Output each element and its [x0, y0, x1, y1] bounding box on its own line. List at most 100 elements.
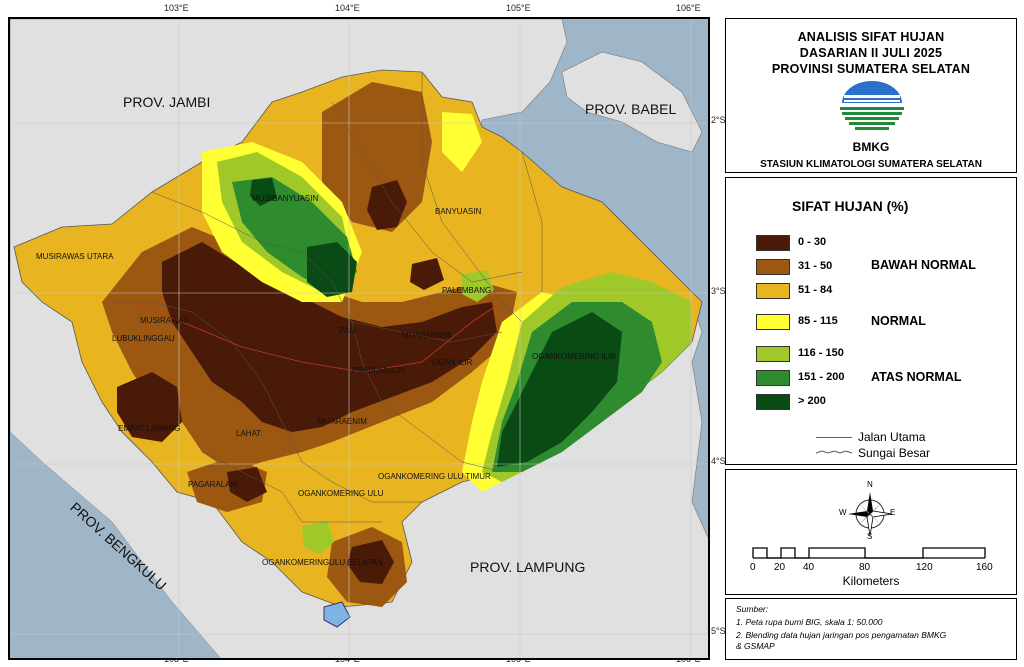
station-name: STASIUN KLIMATOLOGI SUMATERA SELATAN	[760, 159, 982, 170]
source-line-1: 1. Peta rupa bumi BIG, skala 1: 50.000	[736, 617, 883, 627]
legend-label-116-150: 116 - 150	[798, 347, 844, 359]
label-ogankomering-ulu: OGANKOMERING ULU	[298, 489, 384, 498]
legend-road-line	[816, 437, 852, 438]
zone-0-30-north	[367, 180, 407, 230]
legend-panel: SIFAT HUJAN (%) 0 - 30 31 - 50 51 - 84 8…	[725, 177, 1017, 465]
title-line-1: ANALISIS SIFAT HUJAN	[797, 30, 945, 44]
label-lahat: LAHAT	[236, 429, 262, 438]
zone-0-30-pagaralam	[227, 467, 267, 502]
legend-road-label: Jalan Utama	[858, 430, 926, 444]
compass-rose-icon	[848, 492, 893, 537]
scale-tick-20: 20	[774, 562, 786, 573]
zone-116-150-palembang	[462, 270, 494, 302]
legend-label-151-200: 151 - 200	[798, 371, 845, 383]
label-pagaralam: PAGARALAM	[188, 480, 238, 489]
main-road	[131, 301, 503, 373]
legend-label-0-30: 0 - 30	[798, 236, 827, 248]
scale-tick-160: 160	[976, 562, 993, 573]
legend-swatch-gt200	[756, 394, 790, 410]
label-ogankomeringulu-selatan: OGANKOMERINGULU SELATAN	[262, 558, 383, 567]
source-line-3: & GSMAP	[736, 641, 775, 651]
label-musirawas-utara: MUSIRAWAS UTARA	[36, 252, 114, 261]
scale-bar	[752, 547, 986, 559]
lon-tick-105-top: 105°E	[506, 3, 531, 13]
legend-swatch-51-84	[756, 283, 790, 299]
label-prov-babel: PROV. BABEL	[585, 101, 677, 117]
graticule	[10, 19, 708, 658]
lon-tick-103-top: 103°E	[164, 3, 189, 13]
legend-swatch-85-115	[756, 314, 790, 330]
source-line-2: 2. Blending data hujan jaringan pos peng…	[736, 630, 947, 640]
scale-tick-80: 80	[859, 562, 871, 573]
legend-group-below: BAWAH NORMAL	[871, 258, 976, 272]
label-lubuklinggau: LUBUKLINGGAU	[112, 334, 175, 343]
zone-0-30-central	[162, 242, 497, 432]
label-prabumulih: PRABUMULIH	[352, 366, 405, 375]
scale-tick-0: 0	[750, 562, 756, 573]
bmkg-logo-icon	[840, 81, 904, 130]
rainfall-map[interactable]: PROV. JAMBI PROV. BABEL PROV. LAMPUNG PR…	[8, 17, 710, 660]
label-ogankomering-ilir: OGANKOMERING ILIR	[532, 352, 617, 361]
zone-116-150-south	[302, 520, 334, 554]
lat-tick-2: 2°S	[711, 115, 726, 125]
compass-n: N	[867, 480, 873, 489]
label-prov-jambi: PROV. JAMBI	[123, 94, 211, 110]
label-pali: PALI	[339, 326, 356, 335]
lake	[323, 601, 351, 628]
legend-swatch-116-150	[756, 346, 790, 362]
legend-label-31-50: 31 - 50	[798, 260, 833, 272]
scale-tick-40: 40	[803, 562, 815, 573]
compass-e: E	[890, 508, 896, 517]
label-musirawas: MUSIRAWAS	[140, 316, 189, 325]
label-ogankomering-ulu-timur: OGANKOMERING ULU TIMUR	[378, 472, 491, 481]
legend-title: SIFAT HUJAN (%)	[792, 198, 909, 214]
zone-0-30-banyuasin	[410, 258, 444, 290]
bengkulu-coast	[10, 432, 221, 658]
title-line-2: DASARIAN II JULI 2025	[799, 46, 943, 60]
legend-label-gt200: > 200	[798, 395, 826, 407]
compass-s: S	[867, 532, 873, 541]
source-panel: Sumber: 1. Peta rupa bumi BIG, skala 1: …	[725, 598, 1017, 660]
label-banyuasin: BANYUASIN	[435, 207, 482, 216]
zone-31-50-north	[322, 82, 432, 232]
legend-river-line	[816, 450, 852, 454]
zone-gt200-north	[307, 242, 357, 297]
agency-name: BMKG	[852, 140, 890, 154]
lat-tick-3: 3°S	[711, 286, 726, 296]
legend-swatch-0-30	[756, 235, 790, 251]
label-palembang: PALEMBANG	[442, 286, 492, 295]
river	[331, 101, 523, 283]
scale-panel: N S W E 0 20 40 80 120 160 Kilometers	[725, 469, 1017, 595]
land-bangka	[561, 51, 703, 153]
title-line-3: PROVINSI SUMATERA SELATAN	[771, 62, 971, 76]
label-muaraenim: MUARAENIM	[318, 417, 367, 426]
title-panel: ANALISIS SIFAT HUJAN DASARIAN II JULI 20…	[725, 18, 1017, 173]
scale-unit: Kilometers	[842, 574, 900, 588]
lon-tick-104-top: 104°E	[335, 3, 360, 13]
legend-swatch-151-200	[756, 370, 790, 386]
legend-label-85-115: 85 - 115	[798, 315, 838, 327]
label-prov-lampung: PROV. LAMPUNG	[470, 559, 586, 575]
label-musibanyuasin: MUSIBANYUASIN	[252, 194, 319, 203]
lon-tick-106-top: 106°E	[676, 3, 701, 13]
zone-gt200-east	[497, 312, 622, 467]
scale-tick-120: 120	[916, 562, 933, 573]
legend-group-normal: NORMAL	[871, 314, 926, 328]
lat-tick-5: 5°S	[711, 626, 726, 636]
legend-group-above: ATAS NORMAL	[871, 370, 962, 384]
compass-w: W	[839, 508, 847, 517]
zone-0-30-south	[347, 540, 394, 584]
label-muaraenim-north: MUARAENIM	[402, 331, 451, 340]
label-empat-lawang: EMPAT LAWANG	[118, 424, 181, 433]
legend-swatch-31-50	[756, 259, 790, 275]
legend-river-label: Sungai Besar	[858, 446, 931, 460]
regency-boundaries	[112, 72, 543, 523]
map-canvas	[10, 19, 708, 658]
zone-0-30-west	[117, 372, 182, 442]
legend-label-51-84: 51 - 84	[798, 284, 833, 296]
label-ogan-ilir: OGAN ILIR	[432, 358, 473, 367]
source-heading: Sumber:	[736, 604, 769, 614]
zone-gt200-north2	[250, 178, 277, 206]
zone-85-115-banyuasin	[442, 112, 482, 172]
lat-tick-4: 4°S	[711, 456, 726, 466]
